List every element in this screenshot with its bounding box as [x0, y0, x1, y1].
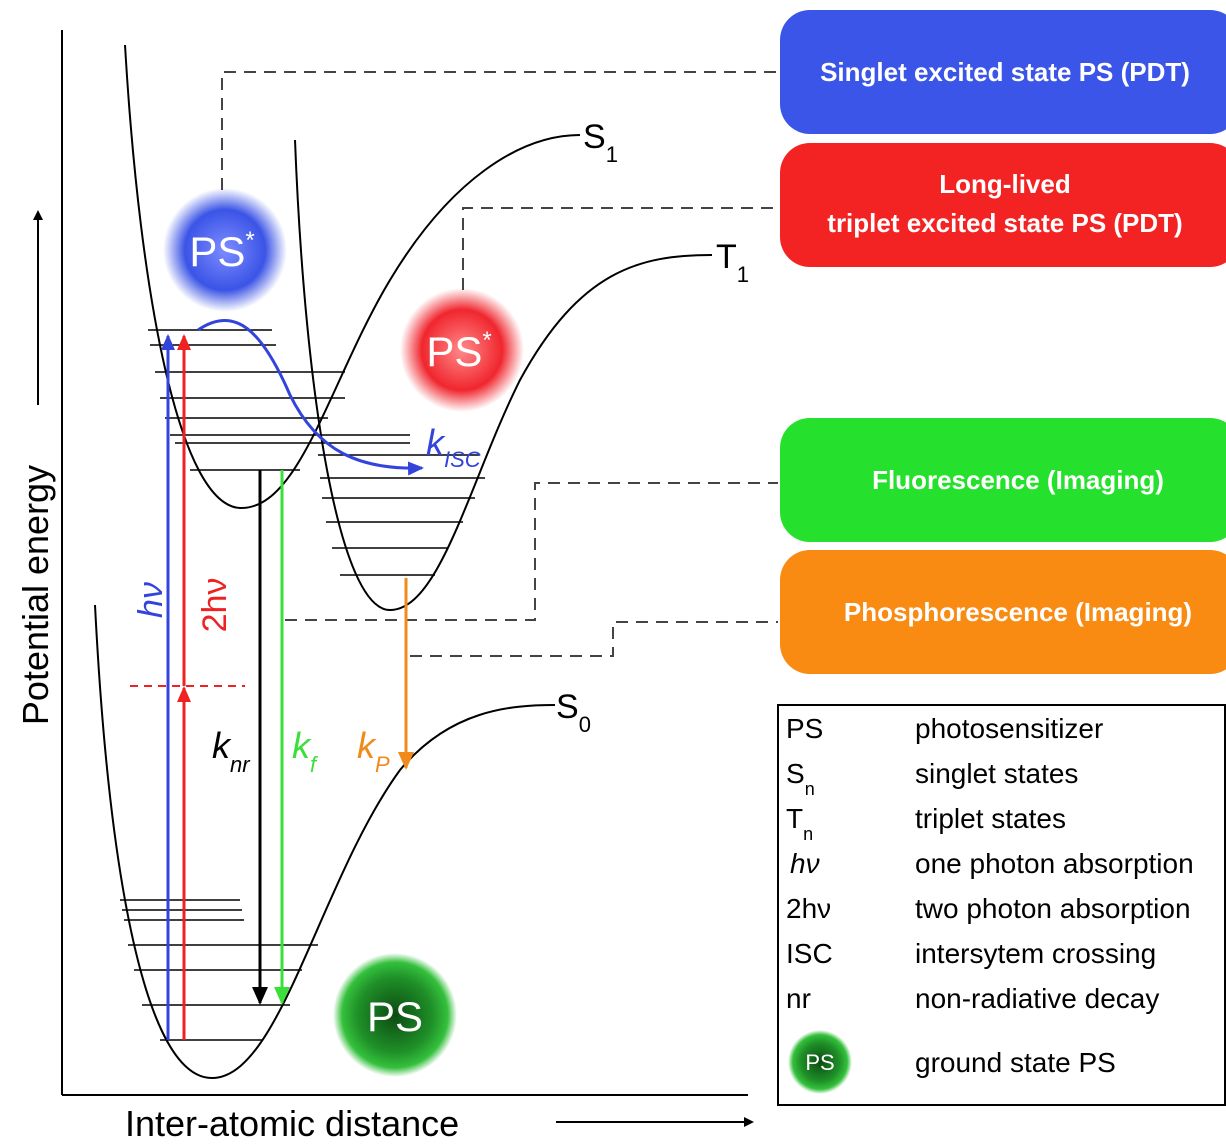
symbol-sub: n	[805, 779, 815, 799]
diagram: Potential energy Inter-atomic distance S…	[0, 0, 1226, 1146]
legend-text: non-radiative decay	[915, 983, 1159, 1014]
state-sub: 1	[606, 142, 618, 167]
state-sub: 0	[579, 712, 591, 737]
box-text: Singlet excited state PS (PDT)	[820, 57, 1190, 87]
curve-label: S1	[583, 118, 618, 167]
rate-label: knr	[212, 725, 251, 777]
rate-sub: nr	[230, 752, 251, 777]
molecule-sup: *	[245, 227, 254, 254]
symbol-sub: n	[803, 824, 813, 844]
rate-sub: f	[310, 752, 319, 777]
curve-label: T1	[716, 238, 749, 287]
y-axis-label: Potential energy	[15, 465, 56, 725]
rate-k: k	[426, 422, 446, 463]
state-boxes: Singlet excited state PS (PDT) Long-live…	[780, 10, 1226, 674]
molecule-label: PS*	[189, 227, 254, 275]
legend: PS photosensitizer Sn singlet states Tn …	[778, 705, 1225, 1105]
box-text: Long-lived	[939, 169, 1070, 199]
state-sub: 1	[737, 262, 749, 287]
x-axis-label: Inter-atomic distance	[125, 1103, 459, 1144]
box-text: triplet excited state PS (PDT)	[827, 208, 1182, 238]
connector	[285, 483, 778, 620]
rate-k: k	[292, 725, 312, 766]
legend-symbol: PS	[786, 713, 823, 744]
box	[780, 143, 1226, 267]
molecule-sup: *	[482, 327, 491, 354]
transitions: hν 2hν knr kf kP kISC	[132, 320, 481, 1040]
legend-text: singlet states	[915, 758, 1078, 789]
box-text: Fluorescence (Imaging)	[872, 465, 1164, 495]
transition-label: hν	[132, 582, 170, 618]
legend-symbol: hν	[790, 848, 820, 879]
connector	[410, 622, 778, 656]
rate-sub: ISC	[444, 447, 481, 472]
legend-symbol: nr	[786, 983, 811, 1014]
legend-text: two photon absorption	[915, 893, 1191, 924]
symbol-letter: T	[786, 803, 803, 834]
state-letter: T	[716, 238, 737, 276]
curve-label: S0	[556, 688, 591, 737]
rate-label: kISC	[426, 422, 481, 472]
legend-text: triplet states	[915, 803, 1066, 834]
molecule-label: PS*	[426, 327, 491, 375]
connector	[222, 72, 778, 190]
rate-k: k	[212, 725, 232, 766]
legend-text: one photon absorption	[915, 848, 1194, 879]
legend-symbol: 2hν	[786, 893, 831, 924]
legend-symbol: PS	[805, 1050, 834, 1075]
molecule-name: PS	[189, 228, 245, 275]
symbol-letter: S	[786, 758, 805, 789]
legend-text: intersytem crossing	[915, 938, 1156, 969]
molecule-label: PS	[367, 993, 423, 1040]
legend-symbol: ISC	[786, 938, 833, 969]
rate-label: kP	[357, 725, 390, 777]
rate-label: kf	[292, 725, 319, 777]
legend-text: ground state PS	[915, 1047, 1116, 1078]
rate-k: k	[357, 725, 377, 766]
legend-text: photosensitizer	[915, 713, 1103, 744]
isc-arrow	[198, 320, 422, 468]
box-text: Phosphorescence (Imaging)	[844, 597, 1192, 627]
state-letter: S	[556, 688, 579, 726]
state-letter: S	[583, 118, 606, 156]
rate-sub: P	[375, 752, 390, 777]
transition-label: 2hν	[196, 578, 234, 633]
molecule-name: PS	[426, 328, 482, 375]
s0-curve	[95, 605, 555, 1078]
